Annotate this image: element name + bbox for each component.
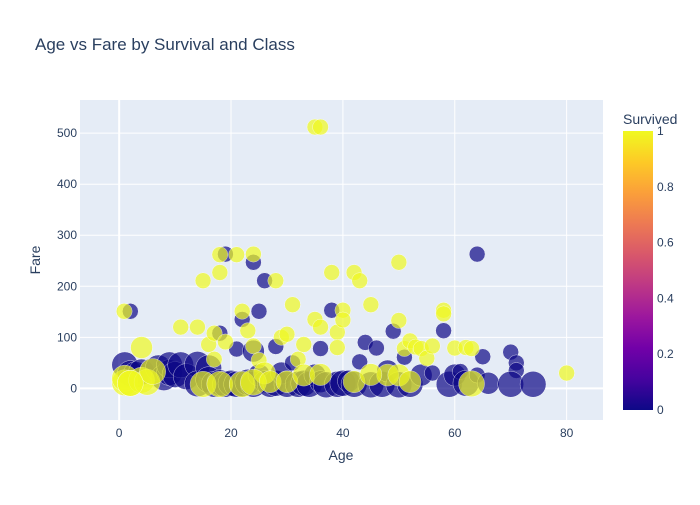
x-tick-labels: 0 20 40 60 80 — [116, 426, 574, 440]
data-point — [245, 245, 262, 263]
data-point — [424, 337, 441, 355]
data-point — [312, 318, 329, 336]
y-tick-label: 200 — [57, 279, 77, 293]
data-point — [295, 336, 312, 353]
data-point — [115, 303, 133, 320]
y-tick-label: 100 — [57, 330, 77, 344]
data-point — [368, 339, 385, 357]
colorbar-tick-labels: 0 0.2 0.4 0.6 0.8 1 — [657, 124, 674, 417]
data-point — [519, 371, 547, 398]
data-point — [312, 118, 329, 136]
colorbar-tick-label: 0 — [657, 403, 664, 417]
data-point — [267, 272, 285, 289]
y-tick-label: 0 — [70, 381, 77, 395]
colorbar-tick-label: 0.2 — [657, 347, 674, 361]
colorbar-title: Survived — [623, 111, 677, 127]
data-point — [435, 322, 452, 339]
y-tick-labels: 0 100 200 300 400 500 — [57, 126, 77, 395]
data-point — [284, 296, 301, 313]
colorbar-tick-label: 0.8 — [657, 180, 674, 194]
data-point — [217, 333, 234, 351]
data-point — [211, 246, 229, 263]
data-point — [458, 370, 485, 398]
data-point — [334, 311, 352, 329]
data-point — [309, 363, 332, 386]
x-tick-label: 40 — [336, 426, 350, 440]
data-point — [189, 318, 206, 336]
colorbar-tick-label: 0.4 — [657, 291, 674, 305]
data-point — [206, 371, 234, 398]
data-point — [211, 264, 229, 281]
data-point — [468, 245, 486, 263]
x-tick-label: 0 — [116, 426, 123, 440]
data-point — [312, 340, 329, 357]
y-axis-title: Fare — [27, 245, 43, 274]
data-point — [398, 370, 422, 393]
chart-title: Age vs Fare by Survival and Class — [35, 35, 295, 54]
data-point — [474, 348, 491, 365]
data-point — [323, 264, 340, 281]
colorbar-gradient — [623, 131, 653, 410]
x-tick-label: 20 — [224, 426, 238, 440]
data-point — [463, 340, 480, 357]
colorbar-tick-label: 0.6 — [657, 236, 674, 250]
data-point — [435, 305, 452, 323]
data-point — [205, 351, 223, 368]
x-tick-label: 60 — [448, 426, 462, 440]
data-point — [359, 363, 383, 386]
data-point — [117, 370, 144, 397]
data-point — [194, 272, 212, 289]
data-point — [239, 322, 257, 339]
data-point — [362, 296, 380, 313]
colorbar-tick-label: 1 — [657, 124, 664, 138]
data-point — [245, 337, 262, 355]
data-point — [390, 254, 408, 271]
data-point — [329, 339, 346, 356]
colorbar: Survived 0 0.2 0.4 0.6 0.8 1 — [623, 111, 677, 417]
data-point — [130, 336, 153, 359]
data-point — [205, 324, 223, 342]
x-tick-label: 80 — [560, 426, 574, 440]
data-point — [250, 303, 268, 320]
x-axis-title: Age — [329, 447, 354, 463]
data-point — [278, 326, 296, 343]
data-markers — [111, 118, 575, 399]
data-point — [497, 371, 524, 398]
data-point — [424, 364, 441, 382]
data-point — [172, 318, 189, 336]
data-point — [558, 364, 575, 382]
data-point — [351, 272, 368, 289]
data-point — [390, 312, 408, 329]
y-tick-label: 400 — [57, 177, 77, 191]
data-point — [233, 303, 251, 320]
y-tick-label: 500 — [57, 126, 77, 140]
y-tick-label: 300 — [57, 228, 77, 242]
data-point — [228, 246, 245, 263]
data-point — [351, 353, 368, 371]
data-point — [139, 358, 166, 385]
